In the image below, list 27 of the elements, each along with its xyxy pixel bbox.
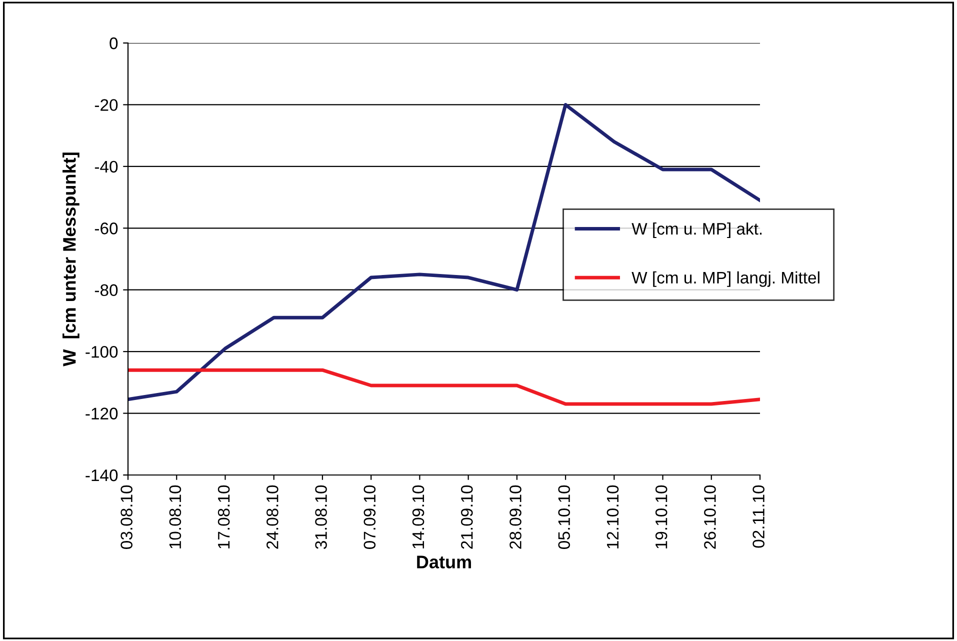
y-tick-label: -120 [86,408,118,420]
x-tick-label: 12.10.10 [606,485,619,548]
x-tick-label: 19.10.10 [655,485,668,548]
x-tick-label: 28.09.10 [510,485,522,549]
x-tick-label: 10.08.10 [169,485,182,548]
y-tick-label: -100 [86,346,118,358]
x-tick-label: 31.08.10 [315,485,327,549]
x-tick-label: 07.09.10 [364,485,376,549]
x-tick-label: 24.08.10 [266,485,278,549]
x-tick-label: 05.10.10 [558,485,570,549]
y-axis-title: W [cm unter Messpunkt] [62,152,80,366]
y-tick-label: -140 [86,469,118,482]
x-tick-label: 02.11.10 [752,485,764,548]
x-tick-label: 17.08.10 [218,485,230,548]
x-axis-title: Datum [417,556,471,568]
y-tick-label: -40 [94,160,118,173]
x-tick-label: 03.08.10 [120,485,132,549]
x-tick-label: 26.10.10 [704,485,716,549]
y-tick-label: -80 [94,284,118,296]
line-series [128,368,760,406]
y-tick-label: -20 [94,99,118,111]
legend-label: W [cm u. MP] akt. [632,222,762,238]
legend-label: W [cm u. MP] langj. Mittel [632,271,820,287]
y-tick-label: 0 [110,37,118,50]
x-tick-label: 14.09.10 [412,485,424,548]
y-tick-label: -60 [94,222,118,234]
x-tick-label: 21.09.10 [460,485,473,549]
